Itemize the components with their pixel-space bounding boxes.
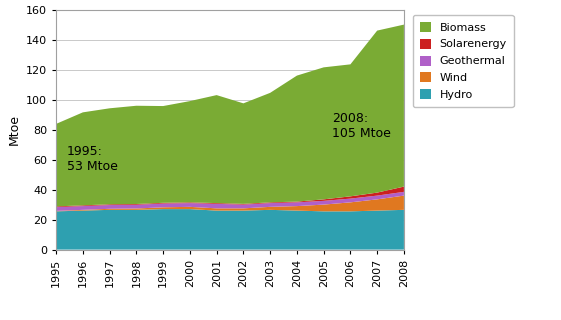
Text: 2008:
105 Mtoe: 2008: 105 Mtoe — [332, 112, 390, 140]
Y-axis label: Mtoe: Mtoe — [7, 114, 20, 145]
Text: 1995:
53 Mtoe: 1995: 53 Mtoe — [67, 145, 118, 172]
Legend: Biomass, Solarenergy, Geothermal, Wind, Hydro: Biomass, Solarenergy, Geothermal, Wind, … — [413, 15, 513, 107]
